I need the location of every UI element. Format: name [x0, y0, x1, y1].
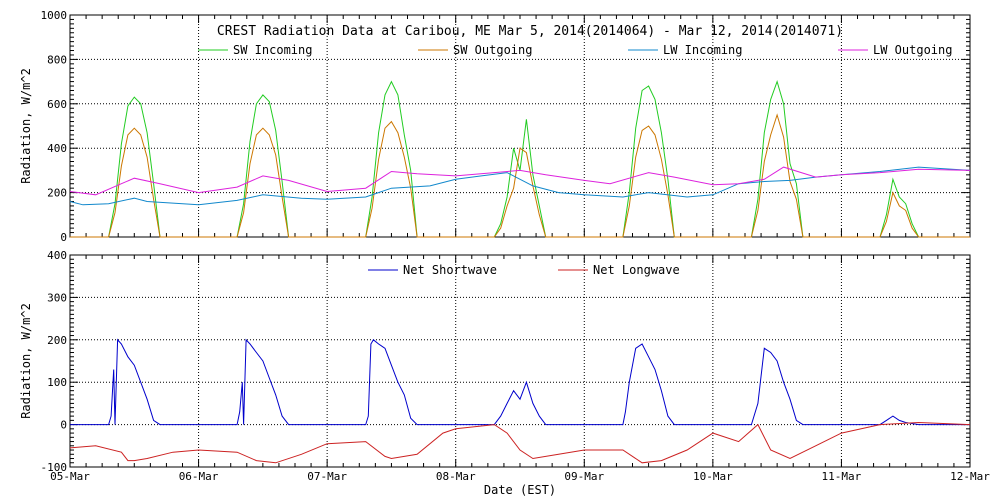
- legend-bottom: Net Shortwave Net Longwave: [368, 263, 680, 277]
- legend-label: SW Outgoing: [453, 43, 532, 57]
- y-tick-label: 400: [47, 142, 67, 155]
- legend-label: Net Longwave: [593, 263, 680, 277]
- x-axis-label: Date (EST): [484, 483, 556, 497]
- x-tick-label: 08-Mar: [436, 470, 476, 483]
- y-tick-label: 300: [47, 291, 67, 304]
- legend-top: SW Incoming SW Outgoing LW Incoming LW Outg…: [198, 43, 952, 57]
- series-line-sw-incoming: [70, 82, 970, 237]
- legend-label: LW Outgoing: [873, 43, 952, 57]
- legend-label: SW Incoming: [233, 43, 312, 57]
- x-tick-label: 07-Mar: [307, 470, 347, 483]
- x-tick-label: 05-Mar: [50, 470, 90, 483]
- y-tick-label: 800: [47, 53, 67, 66]
- y-tick-label: 200: [47, 187, 67, 200]
- chart-title: CREST Radiation Data at Caribou, ME Mar …: [217, 24, 843, 39]
- series-line-lw-incoming: [70, 167, 970, 205]
- y-tick-label: 0: [60, 231, 67, 244]
- x-tick-label: 09-Mar: [564, 470, 604, 483]
- y-tick-label: 400: [47, 249, 67, 262]
- series-line-net-longwave: [70, 423, 970, 463]
- y-tick-label: 1000: [41, 9, 68, 22]
- x-tick-label: 11-Mar: [822, 470, 862, 483]
- x-tick-label: 06-Mar: [179, 470, 219, 483]
- series-bottom: [70, 340, 970, 463]
- legend-label: Net Shortwave: [403, 263, 497, 277]
- y-tick-label: 200: [47, 334, 67, 347]
- plot-frame-bottom: [70, 255, 970, 467]
- legend-label: LW Incoming: [663, 43, 742, 57]
- series-line-lw-outgoing: [70, 167, 970, 195]
- panel-sw-lw-radiation: 0 200 400 600 800 1000 SW Incoming SW Outgoing…: [19, 9, 970, 244]
- series-line-sw-outgoing: [70, 115, 970, 237]
- y-tick-label: 100: [47, 376, 67, 389]
- x-tick-label: 10-Mar: [693, 470, 733, 483]
- x-tick-label: 12-Mar: [950, 470, 990, 483]
- y-axis-label-top: Radiation, W/m^2: [19, 68, 33, 184]
- grid-bottom: [70, 255, 970, 467]
- y-tick-label: 600: [47, 98, 67, 111]
- y-tick-label: 0: [60, 419, 67, 432]
- series-top: [70, 82, 970, 237]
- y-axis-label-bottom: Radiation, W/m^2: [19, 303, 33, 419]
